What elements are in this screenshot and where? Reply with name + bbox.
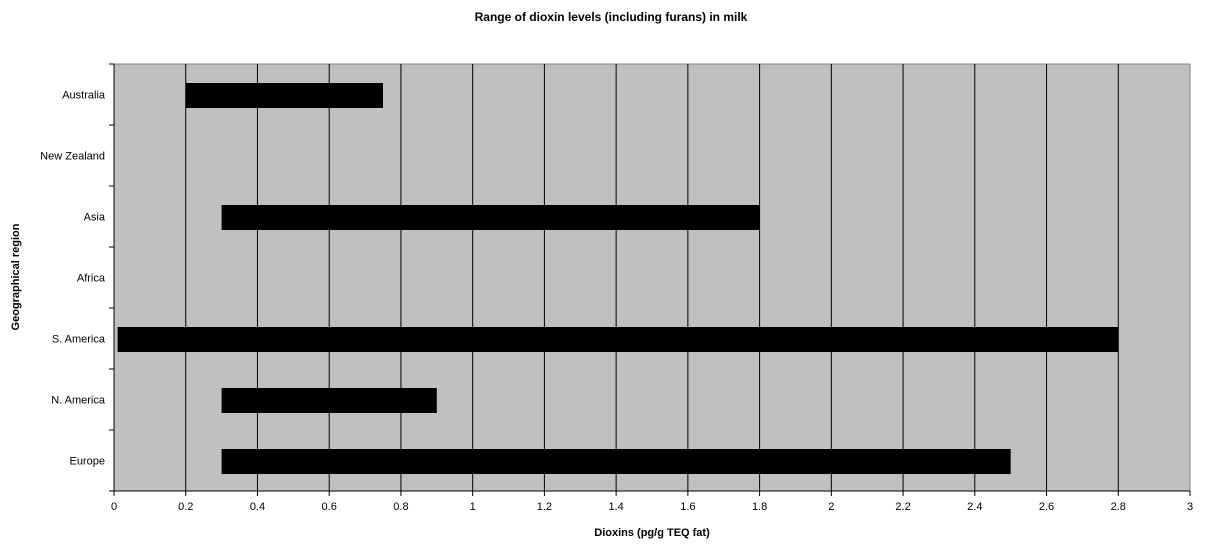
- x-tick-label: 2.2: [895, 501, 910, 513]
- range-bar: [221, 205, 760, 230]
- y-tick-label: N. America: [51, 395, 106, 407]
- plot-background: [113, 63, 1191, 492]
- x-tick-label: 0.6: [322, 501, 337, 513]
- x-tick-label: 1.6: [680, 501, 695, 513]
- x-tick-label: 2.4: [967, 501, 982, 513]
- y-tick-label: New Zealand: [40, 151, 105, 163]
- x-tick-label: 2.8: [1111, 501, 1126, 513]
- y-tick-label: Africa: [77, 273, 106, 285]
- y-tick-label: Australia: [62, 90, 106, 102]
- x-tick-label: 1: [470, 501, 476, 513]
- x-tick-label: 0.8: [393, 501, 408, 513]
- x-tick-label: 1.2: [537, 501, 552, 513]
- x-tick-label: 2.6: [1039, 501, 1054, 513]
- x-tick-label: 0: [111, 501, 117, 513]
- x-tick-label: 2: [828, 501, 834, 513]
- range-bar: [221, 388, 437, 413]
- range-bar: [185, 83, 383, 108]
- x-tick-label: 0.2: [178, 501, 193, 513]
- chart-title: Range of dioxin levels (including furans…: [475, 10, 748, 24]
- x-tick-label: 1.8: [752, 501, 767, 513]
- range-bar: [221, 449, 1011, 474]
- y-tick-label: S. America: [52, 334, 106, 346]
- y-tick-label: Europe: [70, 456, 105, 468]
- x-axis-title: Dioxins (pg/g TEQ fat): [594, 527, 710, 539]
- y-tick-label: Asia: [84, 212, 106, 224]
- range-bar: [117, 327, 1119, 352]
- plot-area: Australia New Zealand Asia Africa S. America…: [40, 63, 1193, 513]
- y-axis-title: Geographical region: [10, 223, 22, 330]
- x-tick-label: 1.4: [608, 501, 623, 513]
- x-tick-label: 3: [1187, 501, 1193, 513]
- x-tick-label: 0.4: [250, 501, 265, 513]
